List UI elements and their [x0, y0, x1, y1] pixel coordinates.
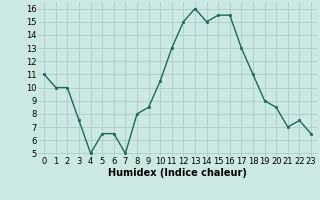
X-axis label: Humidex (Indice chaleur): Humidex (Indice chaleur)	[108, 168, 247, 178]
